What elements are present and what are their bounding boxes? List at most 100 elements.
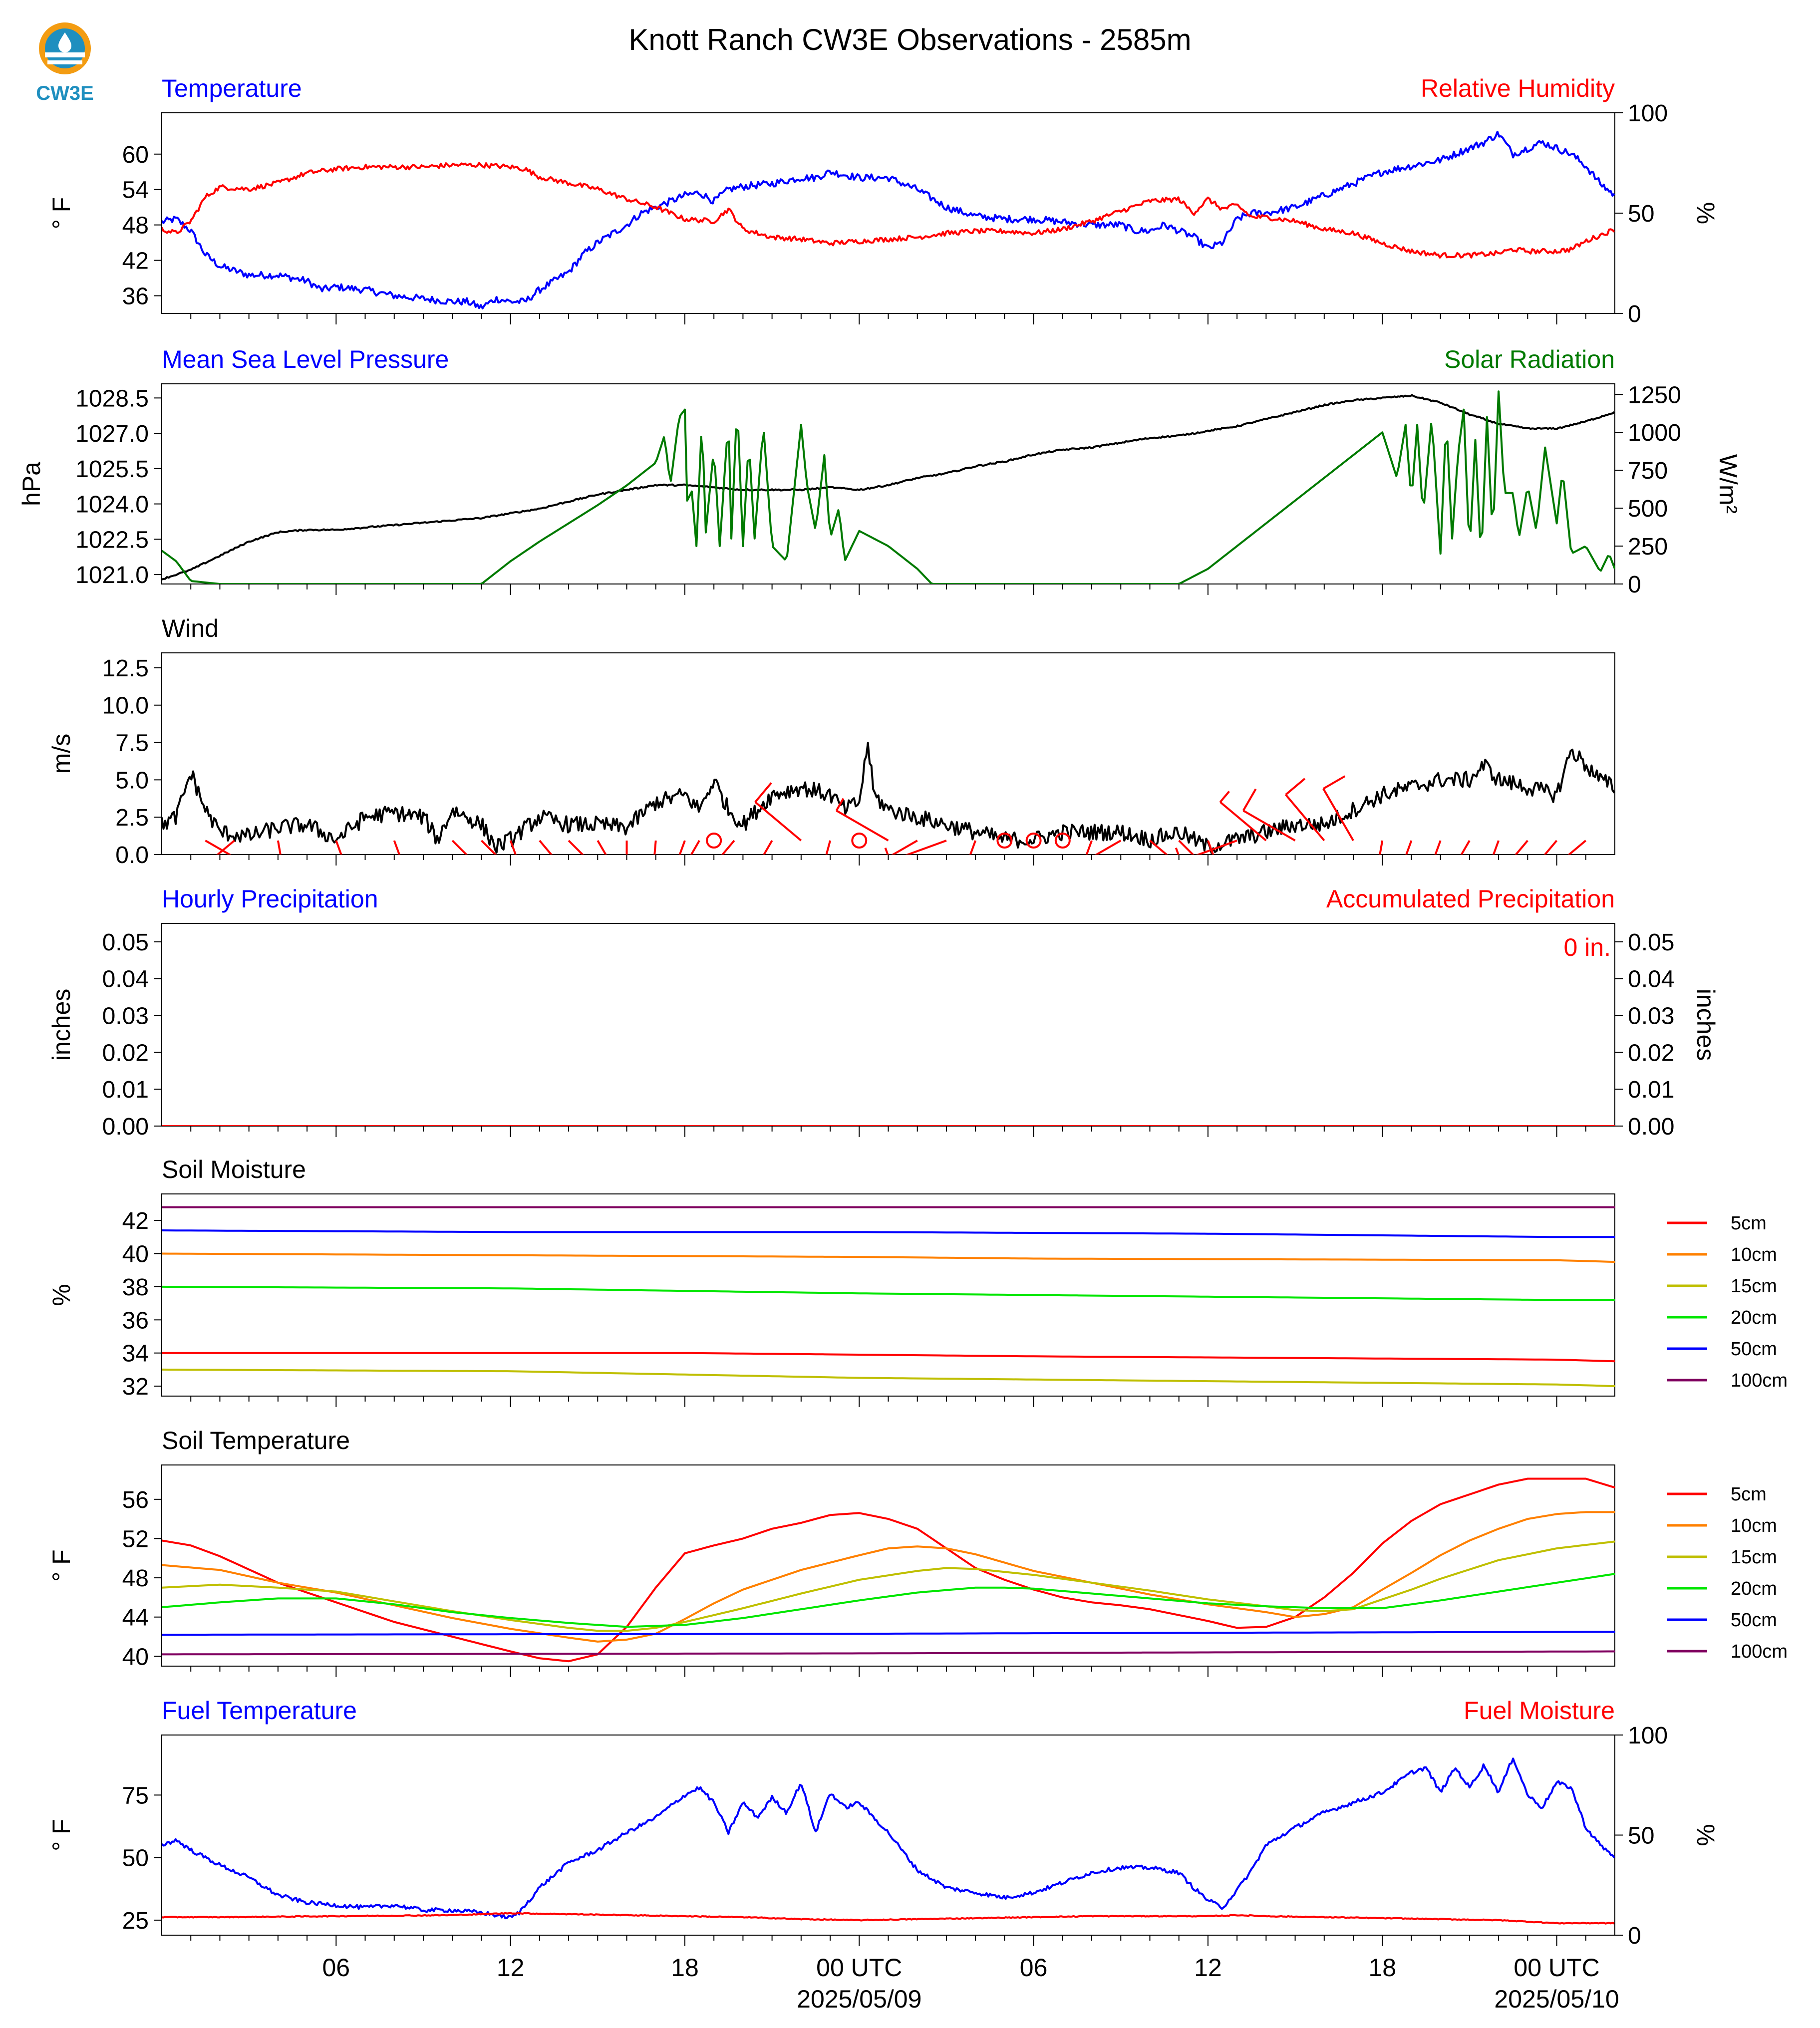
wind-barb — [1149, 840, 1168, 855]
y-tick-label: 34 — [122, 1341, 149, 1367]
wind-barb-feather — [1499, 870, 1518, 886]
wind-barb-feather — [1058, 892, 1071, 897]
legend-label: 10cm — [1731, 1515, 1777, 1536]
wind-barb-staff — [335, 840, 342, 855]
wind-barb-staff — [1567, 840, 1587, 855]
plot-frame — [161, 923, 1615, 1127]
wind-barb-staff — [1460, 840, 1471, 855]
wind-barb — [1094, 840, 1122, 855]
wind-barb-staff — [1434, 840, 1442, 855]
wind-barb-feather — [250, 870, 257, 882]
wind-barb — [481, 840, 497, 855]
wind-barb — [1175, 840, 1237, 855]
legend-label: 100cm — [1731, 1370, 1788, 1391]
wind-barb-feather — [734, 877, 746, 884]
series-line-black — [162, 394, 1615, 580]
y-tick-label: 12.5 — [102, 655, 149, 682]
wind-barb — [277, 840, 282, 855]
y-axis-label: inches — [47, 989, 75, 1061]
y-axis-label: m/s — [47, 734, 75, 774]
wind-barb — [1515, 840, 1528, 855]
wind-barb-calm — [1054, 833, 1071, 849]
wind-barb-staff — [763, 840, 773, 855]
panel-title-left: Wind — [162, 614, 219, 642]
wind-barb — [335, 840, 342, 855]
y-tick-label: 0.00 — [102, 1114, 149, 1140]
wind-barb — [1219, 791, 1267, 842]
wind-barb-feather — [625, 898, 650, 900]
wind-barb-staff — [891, 840, 918, 855]
wind-barb-feather — [180, 869, 189, 879]
panel-title-right: Solar Radiation — [1444, 345, 1615, 373]
wind-barb-feather — [791, 892, 815, 898]
wind-barb — [1379, 840, 1384, 855]
wind-barb-staff — [1543, 840, 1558, 855]
y-tick-label-right: 0 — [1628, 301, 1641, 327]
y-tick-label: 36 — [122, 284, 149, 310]
wind-barb-feather — [568, 886, 578, 895]
wind-barb-staff — [836, 810, 889, 842]
panel-title-right: Fuel Moisture — [1464, 1697, 1615, 1725]
wind-barb-staff — [451, 840, 468, 855]
y-tick-label-right: 750 — [1628, 458, 1668, 484]
wind-barb-feather — [1242, 788, 1257, 812]
wind-barb — [568, 840, 584, 855]
plot-frame — [161, 1193, 1615, 1397]
panel-7: Fuel Temperature Fuel Moisture 25 50 75 ° F 0 5… — [47, 1697, 1720, 1949]
plot-area — [162, 742, 1615, 900]
wind-barb — [1499, 840, 1558, 886]
legend-label: 5cm — [1731, 1213, 1767, 1234]
y-tick-label: 40 — [122, 1644, 149, 1670]
plot-area — [162, 1477, 1615, 1663]
wind-barb-staff — [905, 840, 947, 855]
legend-label: 50cm — [1731, 1339, 1777, 1360]
wind-barb — [720, 840, 773, 892]
panel-title-left: Hourly Precipitation — [162, 885, 378, 913]
wind-barb — [625, 840, 657, 900]
y-axis-label-right: % — [1692, 202, 1720, 224]
wind-barb-staff — [1219, 801, 1267, 842]
y-tick-label: 1021.0 — [75, 562, 149, 588]
wind-barb-calm — [851, 833, 868, 849]
y-tick-label-right: 0 — [1628, 572, 1641, 598]
wind-barb-staff — [205, 840, 232, 855]
series-line-black — [162, 742, 1615, 854]
wind-barb-staff — [1196, 840, 1237, 855]
panel-5: Soil Moisture 32 34 36 38 40 42% 5cm 10cm 15cm 20c… — [47, 1156, 1788, 1407]
y-tick-label-right: 0.05 — [1628, 929, 1674, 956]
y-tick-label: 56 — [122, 1487, 149, 1513]
wind-barb — [393, 840, 401, 855]
wind-barb-feather — [1219, 791, 1230, 803]
wind-barb-feather — [720, 880, 742, 892]
y-axis-label-right: inches — [1692, 989, 1720, 1061]
wind-barb-feather — [485, 883, 495, 893]
y-tick-label: 2.5 — [115, 805, 149, 831]
y-tick-label: 0.04 — [102, 966, 149, 993]
wind-barb-feather — [615, 892, 627, 899]
y-tick-label-right: 0.03 — [1628, 1003, 1674, 1030]
wind-barb-calm — [706, 833, 722, 849]
wind-barb-staff — [393, 840, 401, 855]
y-tick-label: 42 — [122, 248, 149, 275]
x-tick-label: 12 — [497, 1954, 525, 1982]
y-tick-label: 10.0 — [102, 693, 149, 719]
wind-barb — [1567, 840, 1587, 855]
y-tick-label: 5.0 — [115, 767, 149, 794]
y-tick-label: 1027.0 — [75, 421, 149, 447]
y-tick-label-right: 0.01 — [1628, 1077, 1674, 1103]
y-tick-label-right: 100 — [1628, 100, 1668, 127]
wind-barb-feather — [884, 848, 889, 855]
wind-barb — [942, 840, 977, 897]
y-tick-label: 32 — [122, 1374, 149, 1400]
wind-barb — [625, 841, 628, 855]
series-line-100cm — [162, 1650, 1615, 1656]
legend: 5cm 10cm 15cm 20cm 50cm 100cm — [1667, 1213, 1788, 1391]
series-line-15cm — [162, 1540, 1615, 1632]
x-tick-label: 06 — [1020, 1954, 1048, 1982]
wind-barb-staff — [1379, 840, 1384, 855]
wind-barb-feather — [942, 892, 955, 897]
wind-barb-feather — [804, 886, 817, 889]
y-tick-label: 60 — [122, 142, 149, 168]
wind-barb — [835, 798, 889, 842]
wind-barb — [1242, 788, 1296, 842]
